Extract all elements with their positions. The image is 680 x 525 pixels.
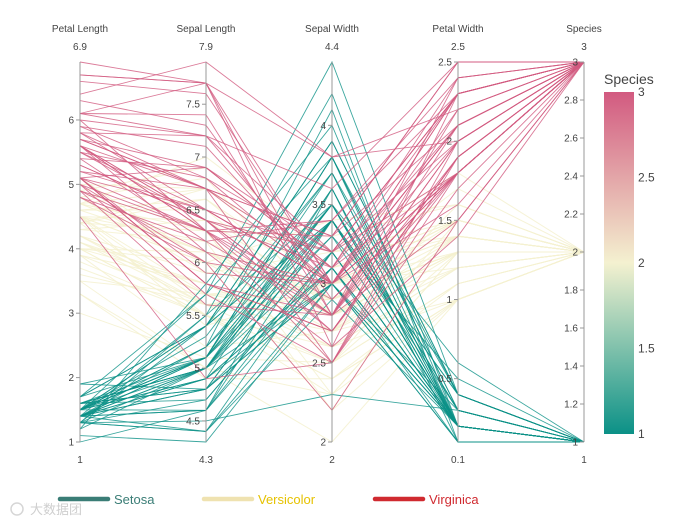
tick-label: 2 <box>446 137 452 148</box>
tick-label: 2.4 <box>564 172 578 183</box>
tick-label: 1.8 <box>564 286 578 297</box>
tick-label: 2 <box>68 373 74 384</box>
axis-title: Sepal Length <box>177 24 236 35</box>
legend-item-setosa[interactable]: Setosa <box>57 492 155 507</box>
axis-min-label: 2 <box>329 455 335 466</box>
tick-label: 2.6 <box>564 134 578 145</box>
axis-title: Species <box>566 24 602 35</box>
axis-max-label: 7.9 <box>199 42 213 53</box>
tick-label: 3.5 <box>312 200 326 211</box>
legend: Setosa Versicolor Virginica <box>57 492 479 507</box>
watermark-logo-icon <box>10 502 24 516</box>
axis-min-label: 0.1 <box>451 455 465 466</box>
tick-label: 1.4 <box>564 362 578 373</box>
tick-label: 3 <box>68 309 74 320</box>
tick-label: 3 <box>572 58 578 69</box>
axis-max-label: 4.4 <box>325 42 339 53</box>
axis-petal-length[interactable]: Petal Length 6.9 11 2 3 4 5 6 <box>52 24 108 466</box>
legend-label: Versicolor <box>258 492 316 507</box>
tick-label: 4 <box>320 121 326 132</box>
colorbar-gradient <box>604 92 634 434</box>
tick-label: 2.5 <box>312 358 326 369</box>
tick-label: 6.5 <box>186 205 200 216</box>
tick-label: 2 <box>320 438 326 449</box>
colorbar: Species 1 1.5 2 2.5 3 <box>604 71 655 441</box>
axis-petal-width[interactable]: Petal Width 2.5 0.1 0.5 1 1.5 2 2.5 <box>432 24 483 466</box>
tick-label: 7 <box>194 153 200 164</box>
colorbar-tick-label: 3 <box>638 85 645 99</box>
tick-label: 1.5 <box>438 216 452 227</box>
axis-title: Sepal Width <box>305 24 359 35</box>
axis-sepal-width[interactable]: Sepal Width 4.4 22 2.5 3 3.5 4 <box>305 24 359 466</box>
tick-label: 3 <box>320 279 326 290</box>
axis-min-label: 1 <box>581 455 587 466</box>
tick-label: 5 <box>194 364 200 375</box>
colorbar-tick-label: 2.5 <box>638 171 655 185</box>
tick-label: 2.2 <box>564 210 578 221</box>
tick-label: 1 <box>68 438 74 449</box>
colorbar-tick-label: 2 <box>638 256 645 270</box>
axis-min-label: 1 <box>77 455 83 466</box>
tick-label: 5.5 <box>186 311 200 322</box>
axis-title: Petal Width <box>432 24 483 35</box>
legend-label: Setosa <box>114 492 155 507</box>
tick-label: 2.8 <box>564 96 578 107</box>
watermark: 大数据团 <box>10 502 82 517</box>
axis-title: Petal Length <box>52 24 108 35</box>
legend-item-virginica[interactable]: Virginica <box>372 492 479 507</box>
tick-label: 7.5 <box>186 100 200 111</box>
tick-label: 1.6 <box>564 324 578 335</box>
axis-max-label: 3 <box>581 42 587 53</box>
tick-label: 6 <box>194 258 200 269</box>
tick-label: 5 <box>68 180 74 191</box>
tick-label: 2.5 <box>438 58 452 69</box>
legend-item-versicolor[interactable]: Versicolor <box>201 492 316 507</box>
tick-label: 6 <box>68 115 74 126</box>
watermark-text: 大数据团 <box>30 502 82 517</box>
tick-label: 4 <box>68 244 74 255</box>
tick-label: 1.2 <box>564 400 578 411</box>
tick-label: 0.5 <box>438 374 452 385</box>
axis-max-label: 2.5 <box>451 42 465 53</box>
tick-label: 1 <box>446 295 452 306</box>
tick-label: 4.5 <box>186 416 200 427</box>
axis-sepal-length[interactable]: Sepal Length 7.9 4.3 4.5 5 5.5 6 6.5 7 7.5 <box>177 24 236 466</box>
axis-max-label: 6.9 <box>73 42 87 53</box>
colorbar-tick-label: 1 <box>638 427 645 441</box>
colorbar-tick-label: 1.5 <box>638 342 655 356</box>
axis-min-label: 4.3 <box>199 455 213 466</box>
legend-label: Virginica <box>429 492 479 507</box>
colorbar-title: Species <box>604 71 654 87</box>
axis-species[interactable]: Species 3 11 1.2 1.4 1.6 1.8 2 2.2 2.4 2.6 2.8 3 <box>564 24 602 466</box>
tick-label: 2 <box>572 248 578 259</box>
tick-label: 1 <box>572 438 578 449</box>
